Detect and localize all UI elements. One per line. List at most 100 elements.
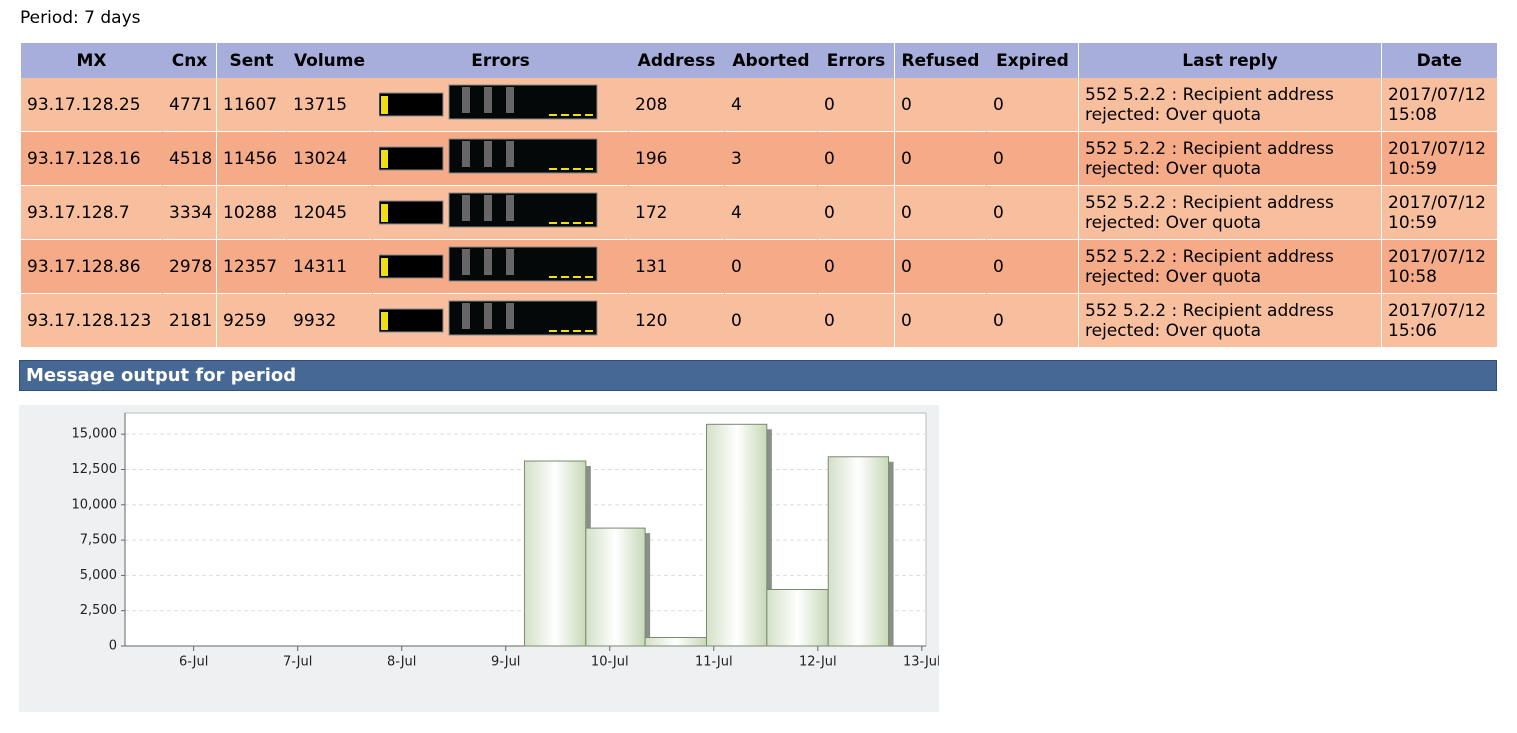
table-cell: 552 5.2.2 : Recipient address rejected: … [1078, 293, 1382, 347]
header-row: MX Cnx Sent Volume Errors Address Aborted Error… [20, 43, 1497, 78]
table-cell: 131 [628, 239, 725, 294]
meter-tick [462, 195, 470, 221]
table-cell: 12045 [286, 185, 373, 240]
mx-table: MX Cnx Sent Volume Errors Address Aborted Error… [20, 43, 1497, 347]
table-cell: 3334 [162, 185, 217, 240]
table-cell: 9932 [286, 293, 373, 347]
section-title: Message output for period [19, 360, 1497, 391]
meter-tick [462, 87, 470, 113]
x-tick-label: 12-Jul [799, 655, 837, 670]
bar [585, 527, 646, 647]
meter-box [378, 92, 444, 117]
table-cell: 196 [628, 131, 725, 186]
table-cell: 2181 [162, 293, 217, 347]
x-tick-label: 11-Jul [695, 655, 733, 670]
meter-tick [462, 141, 470, 167]
table-cell: 3 [724, 131, 818, 186]
period-label: Period: 7 days [20, 8, 141, 28]
table-cell: 552 5.2.2 : Recipient address rejected: … [1078, 185, 1382, 240]
table-cell: 552 5.2.2 : Recipient address rejected: … [1078, 239, 1382, 294]
meter-tick [484, 195, 492, 221]
table-cell: 552 5.2.2 : Recipient address rejected: … [1078, 131, 1382, 186]
meter-dash [585, 222, 593, 224]
table-row: 93.17.128.123 2181 9259 9932 120 0 0 0 0 552 5.2.… [20, 293, 1497, 347]
meter-dash [561, 168, 569, 170]
meter-dash [573, 168, 581, 170]
table-cell: 14311 [286, 239, 373, 294]
table-cell: 0 [894, 78, 987, 132]
meter-tick [506, 249, 514, 275]
meter-box [378, 254, 444, 279]
meter-dash [561, 330, 569, 332]
table-cell: 93.17.128.86 [20, 239, 163, 294]
meter-dash [585, 276, 593, 278]
column-header: Expired [986, 43, 1079, 78]
table-cell: 11456 [216, 131, 287, 186]
x-tick-label: 7-Jul [283, 655, 312, 670]
column-header: Errors [817, 43, 895, 78]
table-cell: 93.17.128.7 [20, 185, 163, 240]
meter-dash [549, 276, 557, 278]
meter-dash [573, 276, 581, 278]
y-tick-label: 12,500 [72, 462, 118, 477]
y-tick-label: 0 [109, 639, 117, 654]
table-row: 93.17.128.86 2978 12357 14311 131 0 0 0 0 552 5.2… [20, 239, 1497, 294]
bar [766, 589, 829, 647]
meter-tick [506, 303, 514, 329]
bar [706, 423, 768, 647]
table-cell: 12357 [216, 239, 287, 294]
y-tick-label: 5,000 [80, 568, 117, 583]
meter-tick [506, 195, 514, 221]
meter-tick [484, 141, 492, 167]
meter-box [378, 308, 444, 333]
table-cell: 0 [894, 293, 987, 347]
x-tick-label: 8-Jul [387, 655, 416, 670]
meter-box [378, 146, 444, 171]
meter-box [448, 84, 598, 120]
meter-box [448, 138, 598, 174]
meter-box [448, 192, 598, 228]
table-cell: 0 [817, 78, 895, 132]
column-header: Volume [286, 43, 373, 78]
table-cell: 0 [986, 131, 1079, 186]
table-cell: 9259 [216, 293, 287, 347]
errors-cell [372, 78, 629, 132]
x-tick-label: 6-Jul [179, 655, 208, 670]
table-cell: 0 [817, 185, 895, 240]
table-cell: 11607 [216, 78, 287, 132]
meter-box [448, 246, 598, 282]
table-cell: 0 [817, 293, 895, 347]
column-header: Last reply [1078, 43, 1382, 78]
meter-fill [381, 258, 388, 276]
meter-box [448, 300, 598, 336]
meter-dash [573, 222, 581, 224]
column-header: Cnx [162, 43, 217, 78]
meter-tick [462, 303, 470, 329]
table-cell: 13715 [286, 78, 373, 132]
meter-tick [462, 249, 470, 275]
meter-dash [573, 330, 581, 332]
table-cell: 0 [724, 239, 818, 294]
meter-tick [506, 87, 514, 113]
column-header: Refused [894, 43, 987, 78]
meter-dash [585, 168, 593, 170]
table-cell: 2017/07/12 15:08 [1381, 78, 1497, 132]
error-meter [378, 300, 598, 336]
table-cell: 0 [817, 131, 895, 186]
meter-tick [484, 87, 492, 113]
table-cell: 4 [724, 78, 818, 132]
chart: 0 2,500 5,000 7,500 10,000 12,500 15,000 6-Jul 7… [19, 405, 939, 712]
table-cell: 4 [724, 185, 818, 240]
column-header: Aborted [724, 43, 818, 78]
table-row: 93.17.128.16 4518 11456 13024 196 3 0 0 0 552 5.2… [20, 131, 1497, 186]
table-cell: 2017/07/12 10:59 [1381, 131, 1497, 186]
column-header: Date [1381, 43, 1497, 78]
meter-tick [506, 141, 514, 167]
meter-dash [561, 222, 569, 224]
meter-fill [381, 312, 388, 330]
meter-dash [561, 276, 569, 278]
meter-dash [549, 330, 557, 332]
table-cell: 2017/07/12 15:06 [1381, 293, 1497, 347]
x-tick-label: 13-Jul [903, 655, 939, 670]
table-cell: 10288 [216, 185, 287, 240]
